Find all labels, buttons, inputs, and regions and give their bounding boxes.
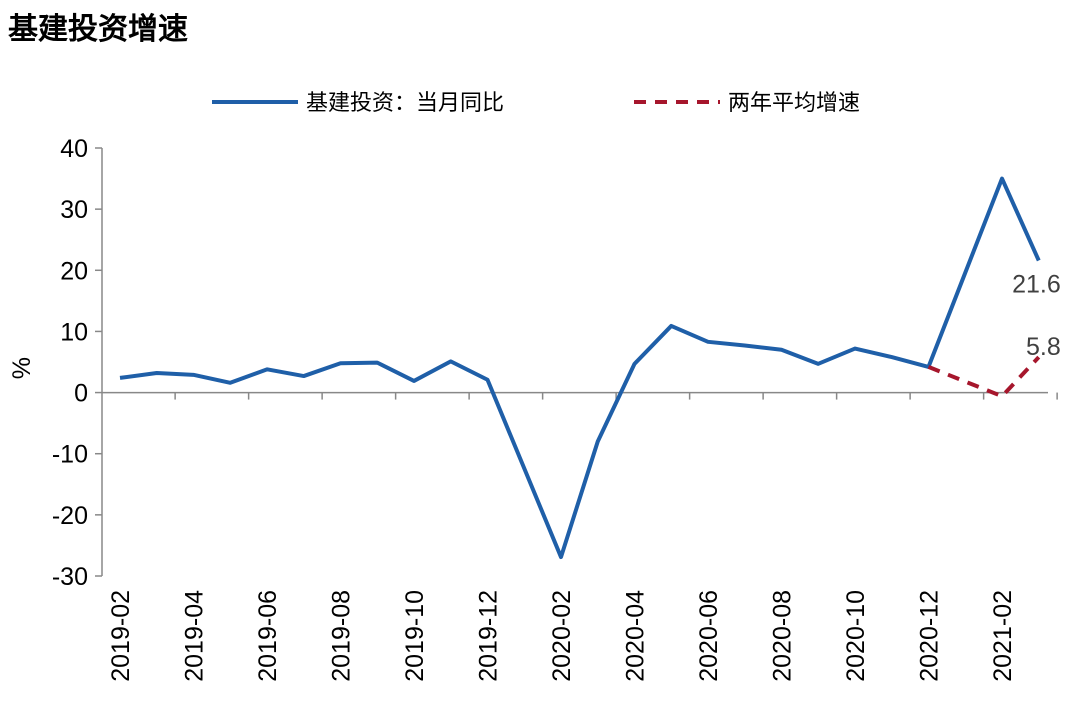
x-tick-label: 2020-06 — [695, 590, 723, 682]
x-tick-label: 2020-02 — [548, 590, 576, 682]
y-tick-label: -20 — [52, 502, 88, 530]
y-tick-label: 0 — [74, 380, 88, 408]
legend-label-two-year-average: 两年平均增速 — [728, 91, 860, 116]
x-tick-label: 2019-04 — [181, 590, 209, 682]
series-line-infrastructure-yoy — [119, 176, 1041, 560]
x-tick-label: 2021-02 — [989, 590, 1017, 682]
y-axis-label: % — [8, 357, 36, 379]
y-tick-label: -30 — [52, 563, 88, 591]
y-tick-label: 40 — [60, 135, 88, 163]
x-tick-label: 2020-08 — [769, 590, 797, 682]
data-label: 21.6 — [1012, 271, 1061, 299]
y-tick-label: 20 — [60, 257, 88, 285]
x-tick-label: 2020-04 — [622, 590, 650, 682]
x-tick-label: 2019-08 — [328, 590, 356, 682]
x-tick-label: 2020-10 — [842, 590, 870, 682]
x-tick-label: 2020-12 — [916, 590, 944, 682]
x-tick-label: 2019-12 — [475, 590, 503, 682]
legend-label-infrastructure-yoy: 基建投资：当月同比 — [306, 91, 504, 116]
x-tick-label: 2019-06 — [254, 590, 282, 682]
data-label: 5.8 — [1026, 333, 1061, 361]
series-line-two-year-average — [927, 355, 1041, 399]
y-tick-label: -10 — [52, 441, 88, 469]
y-tick-label: 30 — [60, 196, 88, 224]
chart-title: 基建投资增速 — [8, 12, 188, 47]
y-tick-label: 10 — [60, 318, 88, 346]
x-tick-label: 2019-02 — [107, 590, 135, 682]
x-tick-label: 2019-10 — [401, 590, 429, 682]
